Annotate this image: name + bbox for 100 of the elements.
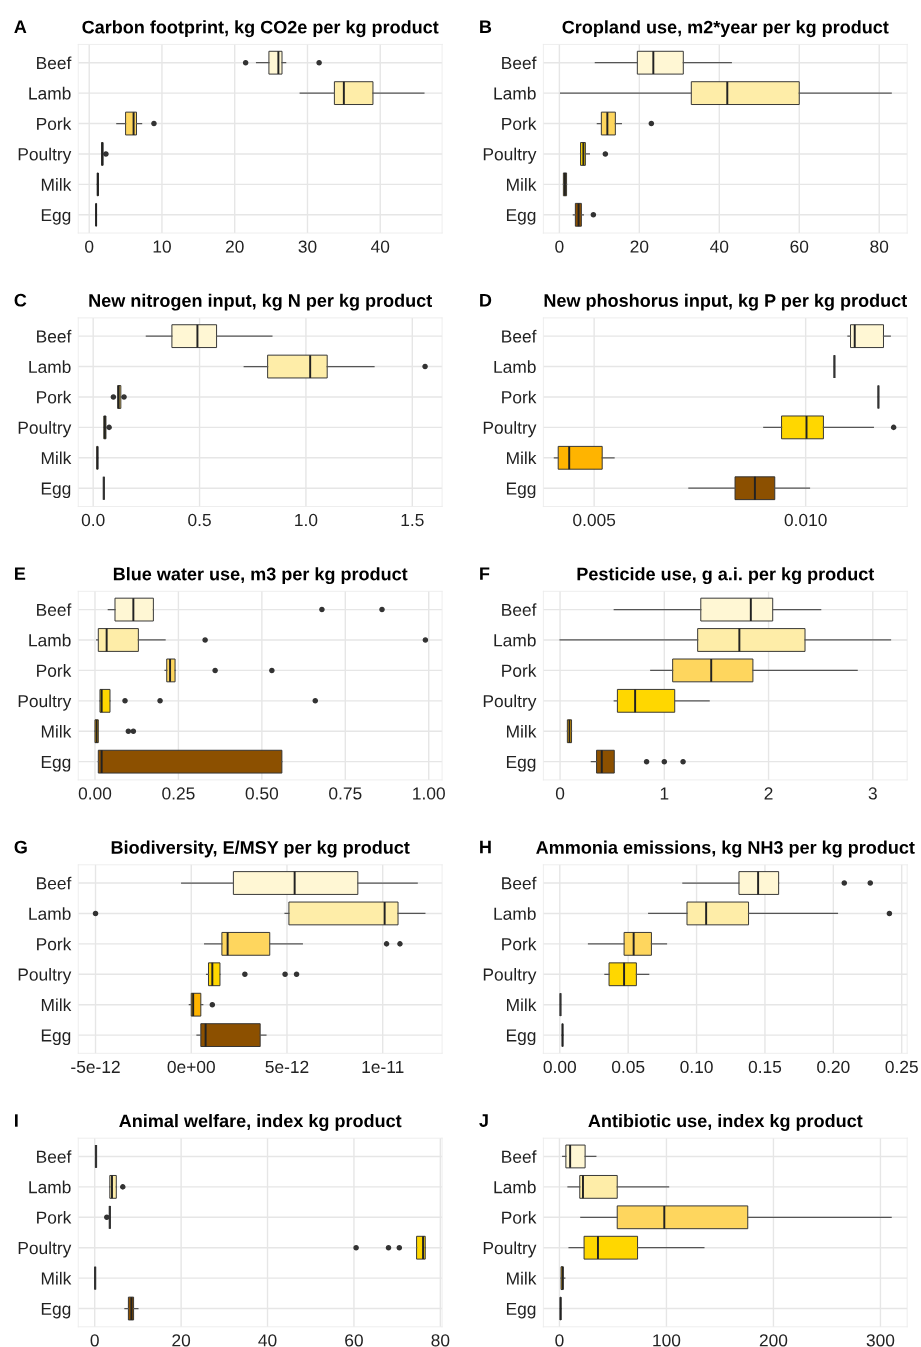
x-tick-label: 0.005 [573,513,616,527]
chart-title: Ammonia emissions, kg NH3 per kg product [536,840,915,858]
y-tick-label: Poultry [483,694,537,711]
y-tick-label: Pork [37,664,72,677]
x-tick-label: 60 [345,1334,363,1347]
x-tick-label: 20 [172,1334,191,1347]
y-tick-label: Beef [502,876,537,890]
chart-title: New phoshorus input, kg P per kg product [544,293,907,311]
text: G [14,840,27,854]
y-tick-label: Poultry [18,147,72,164]
y-tick-label: Egg [41,756,71,772]
y-tick-label: Pork [502,664,537,677]
text: C [14,293,27,307]
y-tick-label: Beef [37,876,72,890]
x-tick-label: 0.75 [329,787,362,800]
x-tick-label: 0.00 [543,1060,577,1074]
y-tick-label: Pork [502,390,537,404]
y-tick-label: Pork [37,117,72,130]
x-tick-label: 1e-11 [362,1060,404,1074]
y-tick-label: Milk [507,998,537,1011]
y-tick-label: Lamb [29,907,71,920]
y-tick-label: Egg [506,482,536,499]
x-tick-label: 3 [868,787,877,800]
chart-title: Antibiotic use, index kg product [588,1114,863,1131]
x-tick-label: 0.10 [680,1060,713,1074]
y-tick-label: Egg [506,756,536,772]
y-tick-label: Poultry [18,421,72,438]
y-tick-label: Lamb [494,633,536,647]
chart-title: Carbon footprint, kg CO2e per kg product [82,20,439,38]
x-tick-label: 0.15 [748,1060,782,1074]
x-tick-label: 0.25 [162,787,195,800]
y-tick-label: Beef [37,56,72,70]
text: H [480,840,491,854]
y-tick-label: Lamb [494,907,536,920]
x-tick-label: 60 [790,240,809,253]
y-tick-label: Pork [502,937,537,951]
chart-title: Blue water use, m3 per kg product [113,567,408,585]
y-tick-label: Beef [502,603,537,617]
x-tick-label: 0 [555,1334,564,1347]
y-tick-label: Beef [37,603,72,617]
text: I [15,1114,18,1127]
x-tick-label: 0.00 [78,787,112,800]
x-tick-label: 0 [555,240,564,253]
y-tick-label: Poultry [483,1241,537,1258]
x-tick-label: -5e-12 [71,1060,120,1074]
y-tick-label: Pork [502,1211,537,1224]
y-tick-label: Beef [37,1150,72,1163]
x-tick-label: 200 [759,1334,788,1347]
x-tick-label: 10 [153,240,171,253]
y-tick-label: Poultry [483,967,537,985]
y-tick-label: Milk [41,998,72,1011]
y-tick-label: Poultry [18,694,72,711]
y-tick-label: Egg [41,1029,71,1045]
y-tick-label: Lamb [494,360,536,374]
y-tick-label: Lamb [494,1180,536,1194]
y-tick-label: Pork [37,1211,72,1224]
y-tick-label: Lamb [29,360,71,374]
y-tick-label: Beef [502,1150,537,1163]
text: A [14,20,27,33]
y-tick-label: Milk [507,178,537,191]
y-tick-label: Pork [37,937,72,951]
y-tick-label: Milk [507,1271,537,1285]
y-tick-label: Pork [502,117,537,130]
x-tick-label: 1.00 [413,787,445,800]
y-tick-label: Poultry [18,967,72,985]
text: D [480,293,492,307]
x-tick-label: 0.25 [885,1060,918,1074]
x-tick-label: 30 [298,240,317,253]
x-tick-label: 20 [225,240,244,253]
y-tick-label: Lamb [29,633,71,647]
chart-title: Pesticide use, g a.i. per kg product [577,567,875,585]
y-tick-label: Egg [41,1302,71,1319]
x-tick-label: 1.5 [401,514,424,527]
y-tick-label: Milk [41,451,72,465]
x-tick-label: 0.010 [784,513,827,527]
y-tick-label: Beef [502,329,537,343]
x-tick-label: 0 [85,240,94,253]
y-tick-label: Lamb [494,86,536,100]
y-tick-label: Egg [41,482,71,499]
x-tick-label: 20 [630,240,649,253]
y-tick-label: Poultry [483,421,537,438]
y-tick-label: Egg [506,1029,536,1045]
y-tick-label: Poultry [483,147,537,164]
text: F [480,567,490,580]
x-tick-label: 80 [870,240,889,253]
chart-title: Animal welfare, index kg product [119,1114,402,1131]
y-tick-label: Lamb [29,1180,71,1194]
x-tick-label: 0 [555,787,565,800]
x-tick-label: 2 [764,787,773,800]
y-tick-label: Egg [506,209,536,225]
x-tick-label: 40 [370,240,390,253]
y-tick-label: Milk [41,724,72,738]
y-tick-label: Beef [502,56,537,70]
chart-title: Biodiversity, E/MSY per kg product [111,840,410,858]
text: J [479,1114,488,1127]
x-tick-label: 0 [90,1334,99,1347]
x-tick-label: 40 [710,240,729,253]
y-tick-label: Egg [41,209,71,225]
x-tick-label: 1 [660,787,669,800]
y-tick-label: Beef [37,329,72,343]
